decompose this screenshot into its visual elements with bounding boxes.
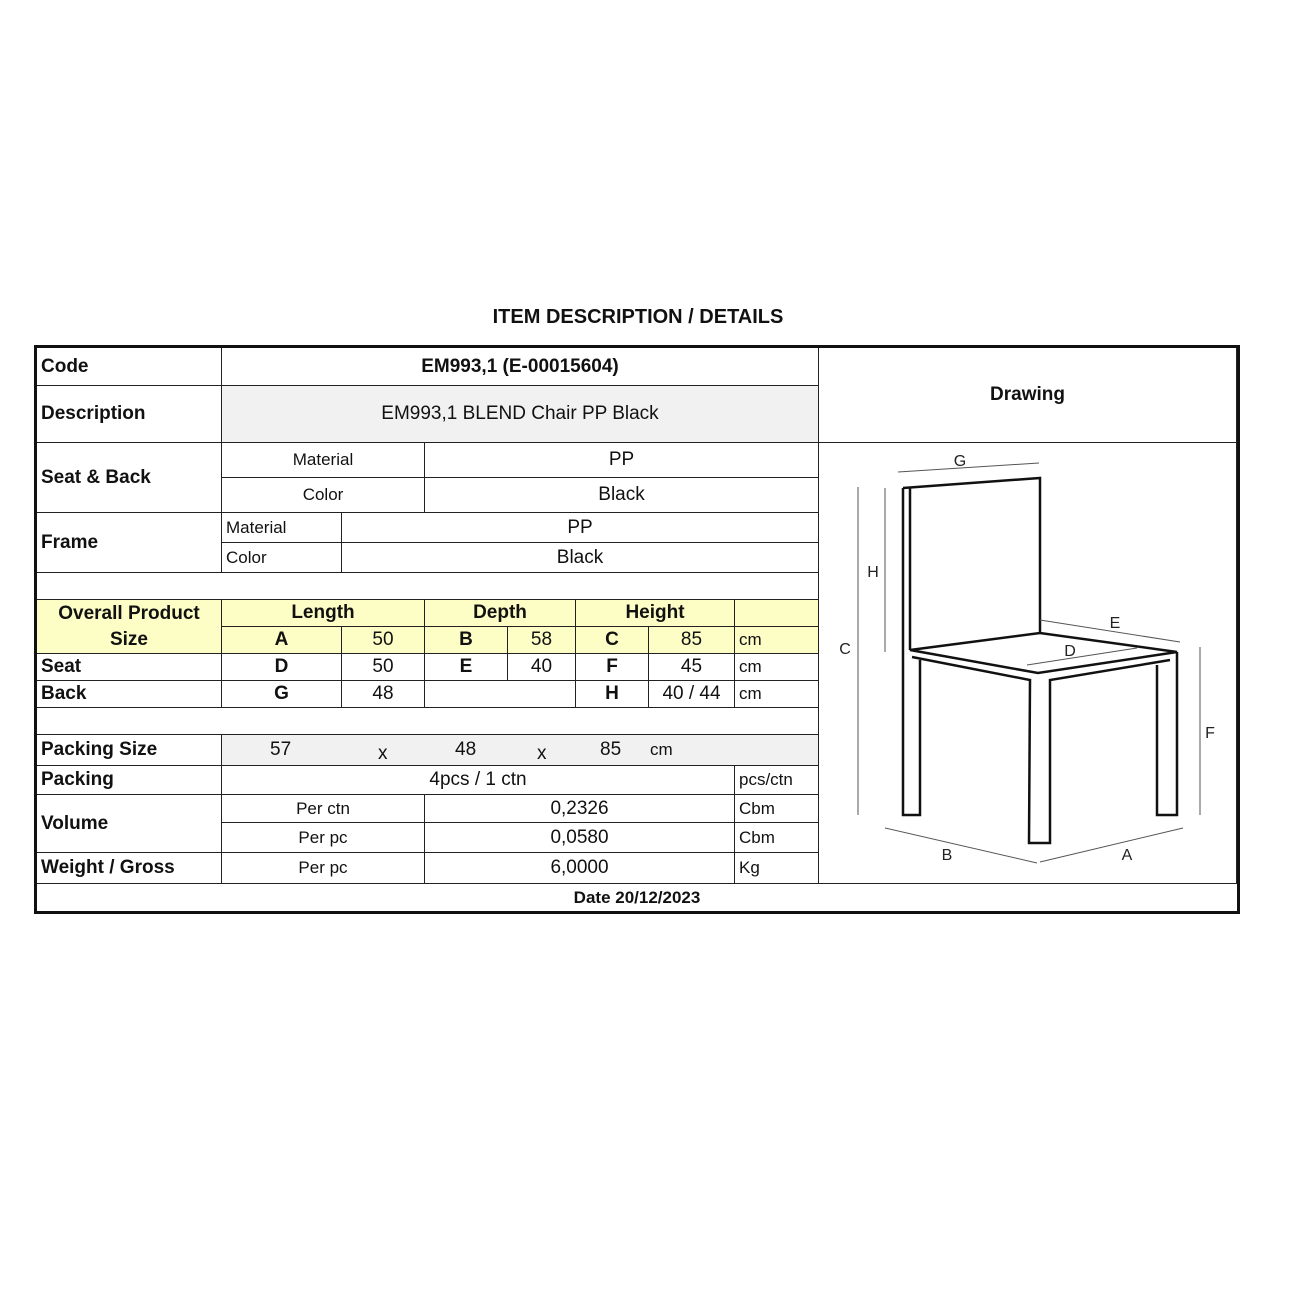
dim-label-b: B bbox=[942, 847, 953, 864]
dim-h-value: 40 / 44 bbox=[649, 681, 735, 708]
volume-per-pc-label: Per pc bbox=[222, 823, 425, 853]
packing-value: 4pcs / 1 ctn bbox=[222, 766, 735, 795]
weight-unit: Kg bbox=[735, 853, 819, 884]
overall-unit: cm bbox=[735, 627, 819, 654]
frame-color: Black bbox=[342, 543, 819, 573]
seat-back-material: PP bbox=[425, 443, 819, 478]
dim-h: H bbox=[576, 681, 649, 708]
volume-unit: Cbm bbox=[735, 823, 819, 853]
dim-label-g: G bbox=[954, 453, 966, 470]
spec-table bbox=[34, 345, 1240, 914]
packing-height: 85 bbox=[600, 739, 622, 760]
code-value: EM993,1 (E-00015604) bbox=[222, 348, 819, 386]
dim-a: A bbox=[222, 627, 342, 654]
unit-header bbox=[735, 600, 819, 627]
weight-label: Weight / Gross bbox=[37, 853, 222, 884]
packing-length: 57 bbox=[270, 739, 292, 760]
dim-label-e: E bbox=[1110, 615, 1121, 632]
dim-c: C bbox=[576, 627, 649, 654]
packing-size-label: Packing Size bbox=[37, 735, 222, 766]
back-unit: cm bbox=[735, 681, 819, 708]
packing-label: Packing bbox=[37, 766, 222, 795]
spacer-row bbox=[37, 708, 819, 735]
dim-b-value: 58 bbox=[508, 627, 576, 654]
spacer-row bbox=[37, 573, 819, 600]
drawing-cell bbox=[819, 443, 1237, 884]
frame-label: Frame bbox=[37, 513, 222, 573]
volume-per-ctn: 0,2326 bbox=[425, 795, 735, 823]
dim-g-value: 48 bbox=[342, 681, 425, 708]
drawing-label: Drawing bbox=[819, 348, 1237, 443]
dim-c-value: 85 bbox=[649, 627, 735, 654]
dim-label-a: A bbox=[1122, 847, 1133, 864]
packing-unit: cm bbox=[650, 740, 673, 759]
frame-color-label: Color bbox=[222, 543, 342, 573]
date: Date 20/12/2023 bbox=[573, 887, 701, 907]
volume-per-pc: 0,0580 bbox=[425, 823, 735, 853]
volume-per-ctn-label: Per ctn bbox=[222, 795, 425, 823]
seat-back-color-label: Color bbox=[222, 478, 425, 513]
weight-per-pc-label: Per pc bbox=[222, 853, 425, 884]
dimension-lines bbox=[857, 462, 1201, 864]
dim-g: G bbox=[222, 681, 342, 708]
document-title: ITEM DESCRIPTION / DETAILS bbox=[492, 306, 784, 328]
code-label: Code bbox=[37, 348, 222, 386]
dim-label-h: H bbox=[867, 564, 879, 581]
frame-material: PP bbox=[342, 513, 819, 543]
dim-label-f: F bbox=[1205, 725, 1215, 742]
dim-f-value: 45 bbox=[649, 654, 735, 681]
seat-back-label: Seat & Back bbox=[37, 443, 222, 513]
dim-f: F bbox=[576, 654, 649, 681]
dim-label-c: C bbox=[839, 641, 851, 658]
dim-d-value: 50 bbox=[342, 654, 425, 681]
dim-e: E bbox=[425, 654, 508, 681]
description-label: Description bbox=[37, 386, 222, 443]
seat-back-color: Black bbox=[425, 478, 819, 513]
dim-a-value: 50 bbox=[342, 627, 425, 654]
dim-label-d: D bbox=[1064, 643, 1076, 660]
packing-unit: pcs/ctn bbox=[735, 766, 819, 795]
times-sign: x bbox=[378, 743, 388, 764]
chair-outline bbox=[901, 476, 1179, 845]
description-value: EM993,1 BLEND Chair PP Black bbox=[222, 386, 819, 443]
volume-label: Volume bbox=[37, 795, 222, 853]
packing-size-value: 57 x 48 x 85 cm bbox=[222, 735, 819, 766]
back-label: Back bbox=[37, 681, 222, 708]
dim-b: B bbox=[425, 627, 508, 654]
volume-unit: Cbm bbox=[735, 795, 819, 823]
frame-material-label: Material bbox=[222, 513, 342, 543]
seat-label: Seat bbox=[37, 654, 222, 681]
times-sign: x bbox=[537, 743, 547, 764]
depth-header: Depth bbox=[425, 600, 576, 627]
dim-d: D bbox=[222, 654, 342, 681]
seat-back-material-label: Material bbox=[222, 443, 425, 478]
dim-e-value: 40 bbox=[508, 654, 576, 681]
length-header: Length bbox=[222, 600, 425, 627]
overall-size-label: Overall Product Size bbox=[37, 600, 222, 654]
seat-unit: cm bbox=[735, 654, 819, 681]
weight-value: 6,0000 bbox=[425, 853, 735, 884]
height-header: Height bbox=[576, 600, 735, 627]
packing-width: 48 bbox=[455, 739, 477, 760]
empty-cell bbox=[425, 681, 576, 708]
